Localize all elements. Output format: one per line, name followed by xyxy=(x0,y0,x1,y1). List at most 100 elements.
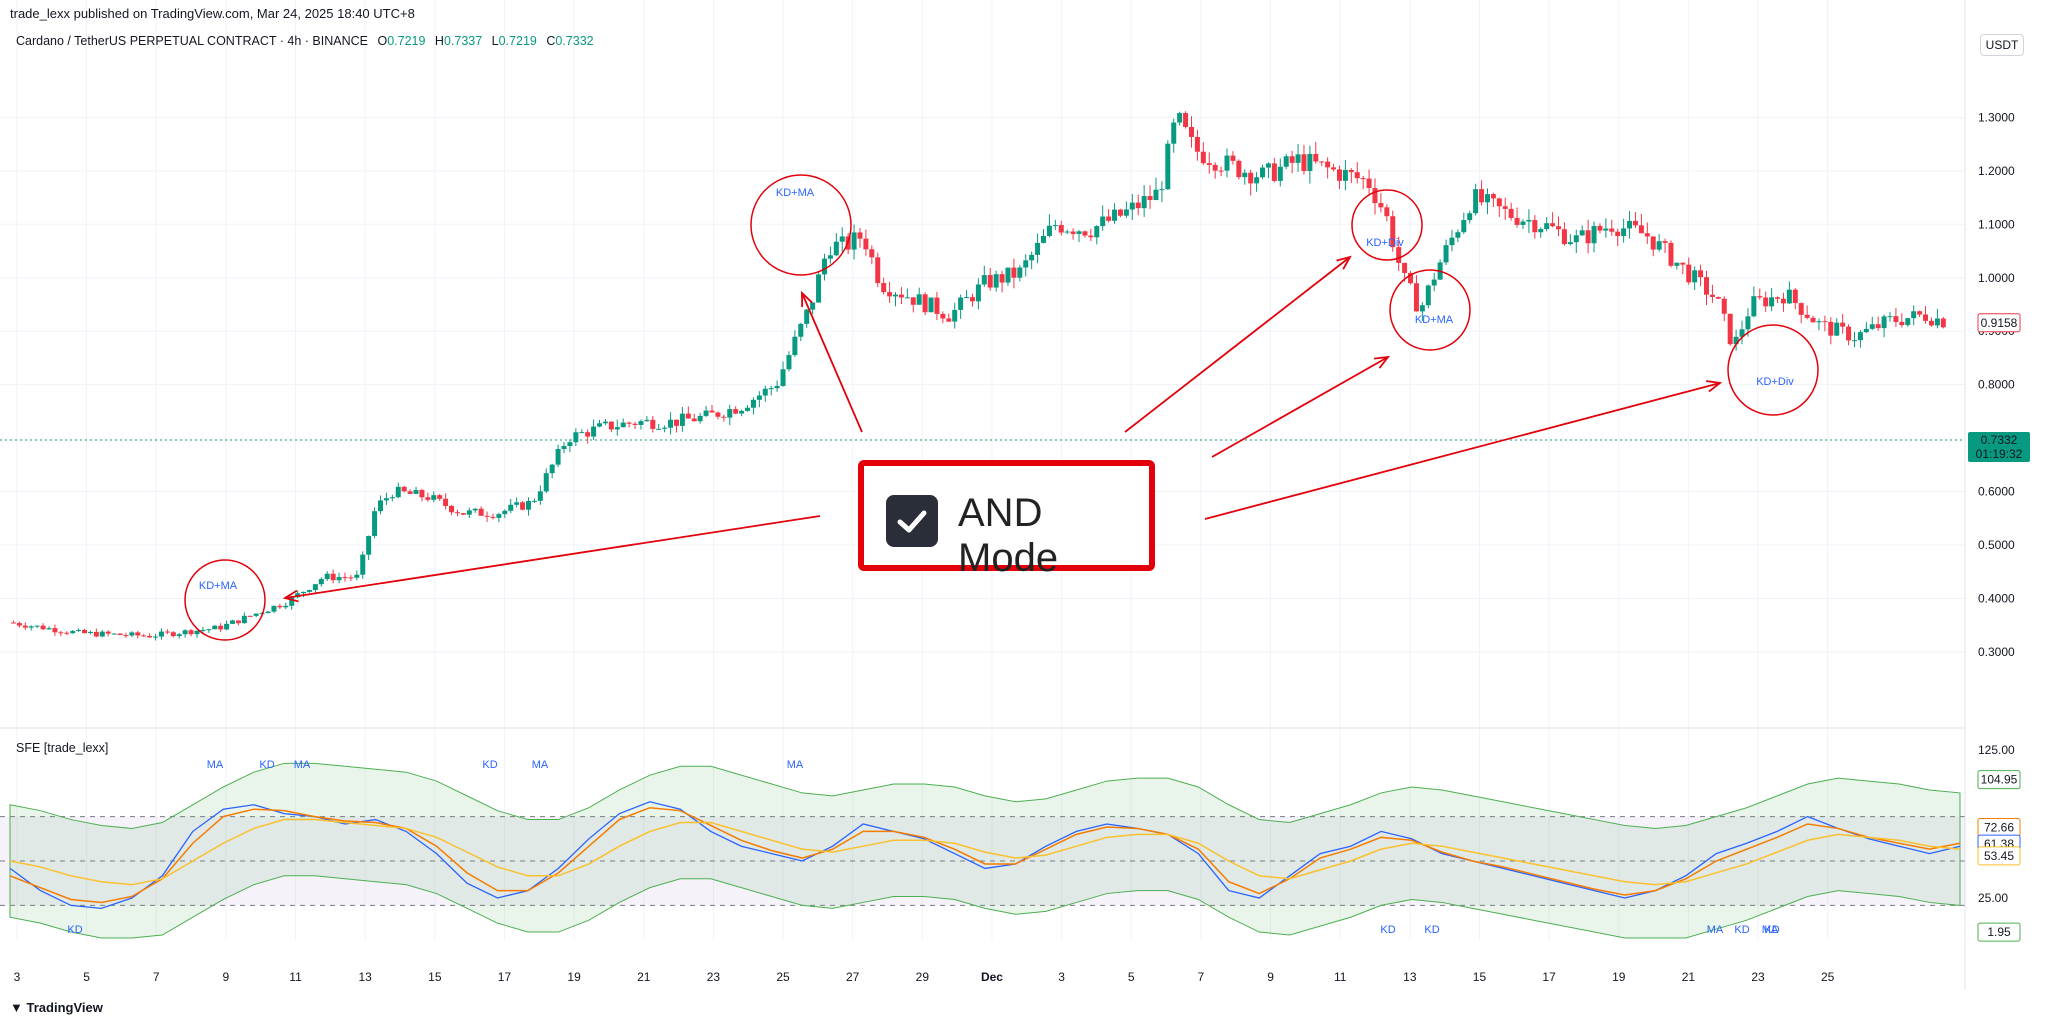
high-label: H xyxy=(434,34,444,48)
candle-body xyxy=(117,633,123,636)
price-tick-label: 0.3000 xyxy=(1978,645,2015,659)
candle-body xyxy=(1621,228,1627,237)
candle-body xyxy=(1265,163,1271,168)
candle-body xyxy=(182,630,188,635)
oscillator-grid xyxy=(0,816,1965,906)
candle-body xyxy=(893,294,899,297)
marked-price-value: 0.9158 xyxy=(1981,316,2018,330)
candle-body xyxy=(253,613,259,616)
candle-body xyxy=(271,605,277,612)
candle-body xyxy=(141,635,147,637)
candle-body xyxy=(1419,305,1425,312)
candle-body xyxy=(348,577,354,579)
candle-body xyxy=(1579,230,1585,236)
candle-body xyxy=(656,428,662,430)
candle-body xyxy=(336,577,342,581)
time-tick-label: 17 xyxy=(1542,970,1556,984)
candle-body xyxy=(525,500,531,510)
price-axis[interactable]: 0.30000.40000.50000.60000.80000.90001.00… xyxy=(1968,110,2030,659)
candle-body xyxy=(1816,321,1822,323)
time-tick-label: 21 xyxy=(1682,970,1696,984)
candle-body xyxy=(1893,316,1899,322)
candle-body xyxy=(1242,172,1248,178)
candle-body xyxy=(1840,322,1846,327)
candle-body xyxy=(1733,336,1739,345)
time-tick-label: 19 xyxy=(1612,970,1626,984)
candle-body xyxy=(745,407,751,411)
candle-body xyxy=(638,421,644,425)
candle-body xyxy=(768,388,774,390)
candle-body xyxy=(1052,225,1058,227)
highlight-circle xyxy=(750,174,852,276)
candle-body xyxy=(626,422,632,424)
candle-body xyxy=(1366,178,1372,189)
time-tick-label: 3 xyxy=(1058,970,1065,984)
checkbox-checked-icon[interactable] xyxy=(886,495,938,547)
candle-body xyxy=(1680,262,1686,265)
candle-body xyxy=(1461,220,1467,233)
candle-body xyxy=(715,412,721,417)
candle-body xyxy=(247,615,253,617)
candle-body xyxy=(555,449,561,465)
candle-body xyxy=(318,579,324,585)
candle-body xyxy=(946,318,952,322)
candle-body xyxy=(147,635,153,638)
time-tick-label: 25 xyxy=(776,970,790,984)
candle-body xyxy=(691,418,697,422)
candle-body xyxy=(904,297,910,299)
candle-body xyxy=(1875,324,1881,329)
candle-body xyxy=(1076,231,1082,234)
candle-body xyxy=(1254,177,1260,184)
price-signal-label: KD+Div xyxy=(1756,376,1794,388)
osc-signal-label: KD xyxy=(1734,924,1749,936)
candle-body xyxy=(668,419,674,428)
candle-body xyxy=(721,416,727,418)
candle-body xyxy=(105,631,111,634)
candle-body xyxy=(82,629,88,634)
indicator-title[interactable]: SFE [trade_lexx] xyxy=(16,741,109,755)
candle-body xyxy=(662,427,668,429)
candle-body xyxy=(543,473,549,492)
symbol-legend[interactable]: Cardano / TetherUS PERPETUAL CONTRACT · … xyxy=(16,34,594,48)
candle-body xyxy=(437,495,443,499)
time-tick-label: 17 xyxy=(498,970,512,984)
candle-body xyxy=(1484,194,1490,203)
candle-body xyxy=(1336,169,1342,181)
symbol-name: Cardano / TetherUS PERPETUAL CONTRACT · … xyxy=(16,34,368,48)
candle-body xyxy=(1934,318,1940,326)
osc-value: 53.45 xyxy=(1984,849,2014,863)
candle-body xyxy=(188,630,194,635)
bollinger-band xyxy=(9,762,1961,939)
time-tick-label: 13 xyxy=(1403,970,1417,984)
candle-body xyxy=(851,232,857,250)
candle-body xyxy=(502,510,508,515)
candle-body xyxy=(93,631,99,637)
price-signal-label: KD+MA xyxy=(776,187,815,199)
osc-value: 104.95 xyxy=(1981,773,2018,787)
candle-body xyxy=(1058,225,1064,233)
candle-body xyxy=(1520,221,1526,225)
candle-body xyxy=(1319,161,1325,163)
candle-body xyxy=(549,464,555,474)
candle-body xyxy=(1828,321,1834,336)
candle-body xyxy=(1183,113,1189,127)
candle-body xyxy=(1727,313,1733,345)
candle-body xyxy=(1041,235,1046,243)
candle-body xyxy=(28,626,34,628)
osc-signal-label: MA xyxy=(787,759,804,771)
currency-button[interactable]: USDT xyxy=(1980,34,2024,56)
candle-body xyxy=(1775,297,1781,299)
highlight-circle xyxy=(184,559,266,641)
candle-body xyxy=(1106,216,1112,221)
callout-arrow xyxy=(1211,356,1389,458)
candle-body xyxy=(964,297,970,299)
candle-body xyxy=(1384,207,1390,217)
low-label: L xyxy=(491,34,499,48)
candle-body xyxy=(614,427,620,430)
time-axis[interactable]: 3 5 7 9 11 13 15 17 19 21 23 25 27 29 Dec 3 5 7 9 11 13 15 17 1… xyxy=(14,970,1835,984)
candle-body xyxy=(1011,267,1017,278)
candlestick-series xyxy=(10,111,1946,641)
candle-body xyxy=(1455,232,1461,238)
candle-body xyxy=(1135,202,1141,209)
